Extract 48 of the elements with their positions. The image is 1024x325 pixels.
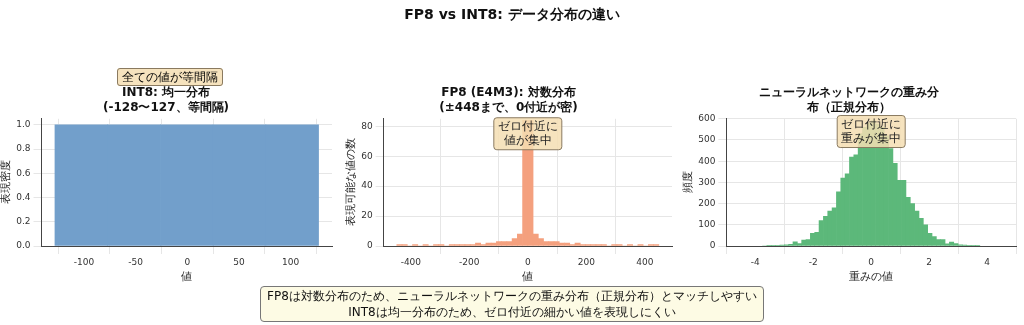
annotation: ゼロ付近に値が集中 [497, 118, 558, 147]
y-tick-label: 0.0 [16, 240, 31, 251]
y-tick-label: 0.8 [16, 143, 31, 154]
x-tick-label: 400 [636, 256, 654, 267]
x-tick-label: 0 [868, 256, 875, 267]
y-tick-label: 0.4 [16, 191, 31, 202]
y-tick-label: 300 [698, 176, 716, 187]
x-tick-label: 4 [984, 256, 991, 267]
x-tick-label: -2 [808, 256, 818, 267]
y-tick-label: 0.6 [16, 167, 31, 178]
y-tick-label: 80 [361, 120, 373, 131]
y-axis-title: 頻度 [681, 171, 695, 194]
x-tick-label: 2 [926, 256, 932, 267]
y-tick-label: 0.2 [16, 216, 31, 227]
x-axis-title: 値 [181, 270, 193, 284]
y-axis-title: 表現可能な値の数 [344, 138, 358, 227]
text: INT8は均一分布のため、ゼロ付近の細かい値を表現しにくい [347, 304, 677, 320]
y-axis-title: 表現密度 [0, 160, 13, 205]
y-tick-label: 0 [366, 240, 373, 251]
x-tick-label: -50 [128, 256, 144, 267]
x-tick-label: 50 [233, 256, 245, 267]
x-tick-label: 100 [282, 256, 300, 267]
y-tick-label: 100 [698, 219, 716, 230]
chart-title: INT8: 均一分布 (-128〜127、等間隔) [102, 85, 230, 114]
x-tick-label: -200 [459, 256, 480, 267]
y-tick-label: 600 [698, 113, 716, 124]
text: FP8は対数分布のため、ニューラルネットワークの重み分布（正規分布）とマッチしやすい [267, 288, 757, 304]
text: 全ての値が等間隔 [117, 68, 223, 86]
x-tick-label: -100 [73, 256, 95, 267]
x-tick-label: 0 [184, 256, 191, 267]
chart-title: FP8 (E4M3): 対数分布 (±448まで、0付近が密) [439, 85, 578, 114]
y-tick-label: 20 [361, 210, 373, 221]
x-tick-label: 0 [524, 256, 531, 267]
y-tick-label: 200 [698, 197, 716, 208]
y-tick-label: 1.0 [16, 119, 31, 130]
annotation: ゼロ付近に重みが集中 [841, 116, 902, 145]
y-tick-label: 60 [361, 150, 373, 161]
x-tick-label: -400 [400, 256, 422, 267]
x-tick-label: 200 [577, 256, 596, 267]
text: FP8 vs INT8: データ分布の違い [403, 6, 621, 24]
x-tick-label: -4 [750, 256, 761, 267]
y-tick-label: 500 [698, 134, 716, 145]
x-axis-title: 重みの値 [849, 270, 894, 284]
chart-title: ニューラルネットワークの重み分布（正規分布） [759, 85, 940, 114]
x-axis-title: 値 [522, 270, 534, 284]
y-tick-label: 40 [361, 180, 373, 191]
y-tick-label: 400 [698, 155, 716, 166]
y-tick-label: 0 [709, 240, 716, 251]
